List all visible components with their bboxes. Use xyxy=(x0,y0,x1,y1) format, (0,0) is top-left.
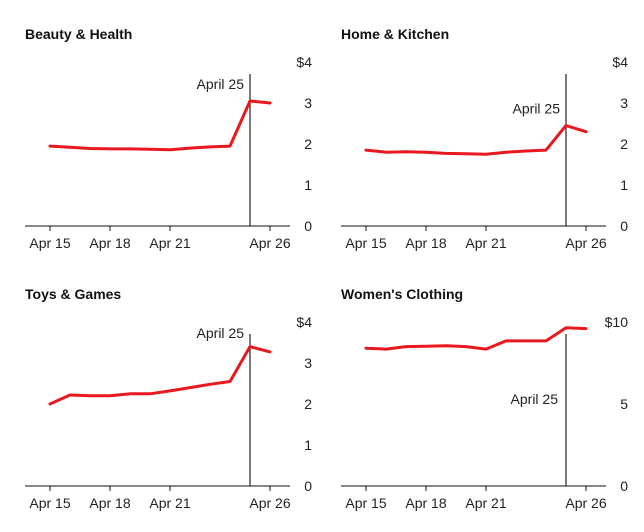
x-tick-label: Apr 26 xyxy=(249,495,290,511)
y-tick-label: 2 xyxy=(304,136,312,152)
x-tick-label: Apr 18 xyxy=(405,235,446,251)
series-line xyxy=(48,345,272,406)
chart-plot: 0 1 2 3 $4 Apr 15 Apr 18 Apr 21 Apr 26 April 25 xyxy=(341,54,628,251)
chart-plot: 0 1 2 3 $4 Apr 15 Apr 18 Apr 21 Apr 26 April 25 xyxy=(25,54,312,251)
series-line xyxy=(48,99,272,152)
y-tick-label: 0 xyxy=(304,218,312,234)
x-tick-label: Apr 26 xyxy=(565,235,606,251)
chart-title: Beauty & Health xyxy=(25,26,133,42)
y-tick-label: $4 xyxy=(296,314,312,330)
y-tick-label: 3 xyxy=(304,95,312,111)
x-tick-label: Apr 21 xyxy=(149,235,190,251)
chart-title: Home & Kitchen xyxy=(341,26,450,42)
x-tick-label: Apr 15 xyxy=(345,495,386,511)
chart-home-kitchen: Home & Kitchen 0 1 2 3 $4 Apr 15 Apr 18 Apr 21 A… xyxy=(316,0,636,260)
x-tick-label: Apr 21 xyxy=(465,235,506,251)
annotation-label: April 25 xyxy=(197,76,245,92)
y-tick-label: 0 xyxy=(620,478,628,494)
series-line xyxy=(364,326,588,351)
x-tick-label: Apr 15 xyxy=(29,235,70,251)
y-tick-label: 1 xyxy=(304,437,312,453)
y-tick-label: 1 xyxy=(620,177,628,193)
y-tick-label: 3 xyxy=(620,95,628,111)
y-tick-label: $10 xyxy=(605,314,629,330)
chart-title: Toys & Games xyxy=(25,286,122,302)
chart-title: Women's Clothing xyxy=(341,286,464,302)
x-tick-label: Apr 18 xyxy=(89,235,130,251)
chart-beauty-health: Beauty & Health 0 1 2 3 $4 Apr 15 Apr 18 Apr 21… xyxy=(0,0,320,260)
x-tick-label: Apr 21 xyxy=(149,495,190,511)
y-tick-label: $4 xyxy=(296,54,312,70)
chart-plot: 0 5 $10 Apr 15 Apr 18 Apr 21 Apr 26 April 25 xyxy=(341,314,629,511)
y-tick-label: 2 xyxy=(304,396,312,412)
y-tick-label: 1 xyxy=(304,177,312,193)
y-tick-label: 0 xyxy=(304,478,312,494)
annotation-label: April 25 xyxy=(197,325,245,341)
y-tick-label: $4 xyxy=(612,54,628,70)
y-tick-label: 2 xyxy=(620,136,628,152)
chart-toys-games: Toys & Games 0 1 2 3 $4 Apr 15 Apr 18 Apr 21 Apr… xyxy=(0,260,320,520)
x-tick-label: Apr 26 xyxy=(565,495,606,511)
y-tick-label: 0 xyxy=(620,218,628,234)
y-tick-label: 5 xyxy=(620,396,628,412)
annotation-label: April 25 xyxy=(513,101,561,117)
y-tick-label: 3 xyxy=(304,355,312,371)
x-tick-label: Apr 15 xyxy=(29,495,70,511)
x-tick-label: Apr 15 xyxy=(345,235,386,251)
x-tick-label: Apr 18 xyxy=(89,495,130,511)
x-tick-label: Apr 21 xyxy=(465,495,506,511)
chart-womens-clothing: Women's Clothing 0 5 $10 Apr 15 Apr 18 Apr 21… xyxy=(316,260,636,520)
x-tick-label: Apr 18 xyxy=(405,495,446,511)
chart-plot: 0 1 2 3 $4 Apr 15 Apr 18 Apr 21 Apr 26 April 25 xyxy=(25,314,312,511)
x-tick-label: Apr 26 xyxy=(249,235,290,251)
series-line xyxy=(364,124,588,156)
annotation-label: April 25 xyxy=(511,391,559,407)
